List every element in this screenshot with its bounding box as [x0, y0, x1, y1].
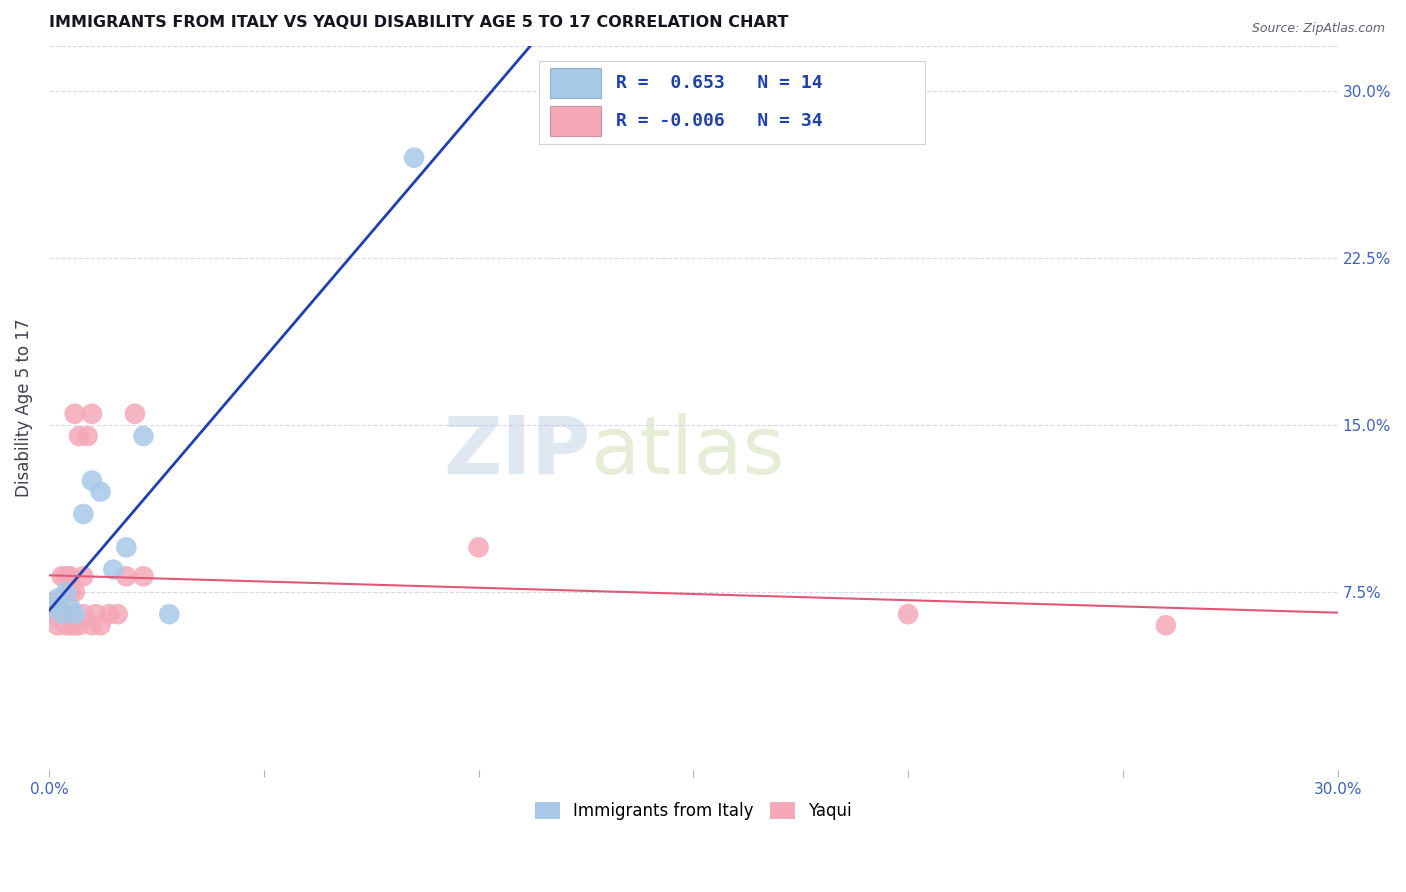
- Point: [42, 596, 65, 610]
- Point: [46, 607, 69, 622]
- Point: [107, 607, 129, 622]
- Text: Source: ZipAtlas.com: Source: ZipAtlas.com: [1251, 22, 1385, 36]
- Point: [63, 585, 86, 599]
- Point: [51, 614, 73, 628]
- Point: [46, 596, 69, 610]
- Point: [89, 484, 111, 499]
- Point: [55, 569, 77, 583]
- Text: ZIP: ZIP: [443, 413, 591, 491]
- Point: [55, 585, 77, 599]
- Point: [115, 541, 138, 555]
- Point: [72, 507, 94, 521]
- Point: [98, 607, 121, 622]
- Point: [115, 569, 138, 583]
- Point: [51, 607, 73, 622]
- Text: atlas: atlas: [591, 413, 785, 491]
- Point: [55, 618, 77, 632]
- Point: [42, 600, 65, 615]
- Point: [80, 618, 103, 632]
- Point: [76, 429, 98, 443]
- Point: [124, 407, 146, 421]
- Point: [157, 607, 180, 622]
- Point: [132, 429, 155, 443]
- Point: [1154, 618, 1177, 632]
- Point: [132, 569, 155, 583]
- Point: [72, 569, 94, 583]
- Point: [80, 474, 103, 488]
- Point: [46, 618, 69, 632]
- Point: [467, 541, 489, 555]
- Point: [55, 607, 77, 622]
- Point: [72, 607, 94, 622]
- Point: [51, 569, 73, 583]
- Point: [46, 591, 69, 606]
- Point: [63, 618, 86, 632]
- Y-axis label: Disability Age 5 to 17: Disability Age 5 to 17: [15, 319, 32, 498]
- Point: [51, 607, 73, 622]
- Point: [84, 607, 107, 622]
- Point: [63, 407, 86, 421]
- Point: [59, 585, 82, 599]
- Point: [80, 407, 103, 421]
- Point: [42, 607, 65, 622]
- Point: [67, 618, 90, 632]
- Point: [67, 429, 90, 443]
- Point: [59, 618, 82, 632]
- Point: [103, 563, 125, 577]
- Text: IMMIGRANTS FROM ITALY VS YAQUI DISABILITY AGE 5 TO 17 CORRELATION CHART: IMMIGRANTS FROM ITALY VS YAQUI DISABILIT…: [49, 15, 789, 30]
- Point: [63, 607, 86, 622]
- Point: [897, 607, 920, 622]
- Point: [59, 600, 82, 615]
- Point: [59, 569, 82, 583]
- Point: [89, 618, 111, 632]
- Point: [404, 151, 426, 165]
- Legend: Immigrants from Italy, Yaqui: Immigrants from Italy, Yaqui: [527, 796, 859, 827]
